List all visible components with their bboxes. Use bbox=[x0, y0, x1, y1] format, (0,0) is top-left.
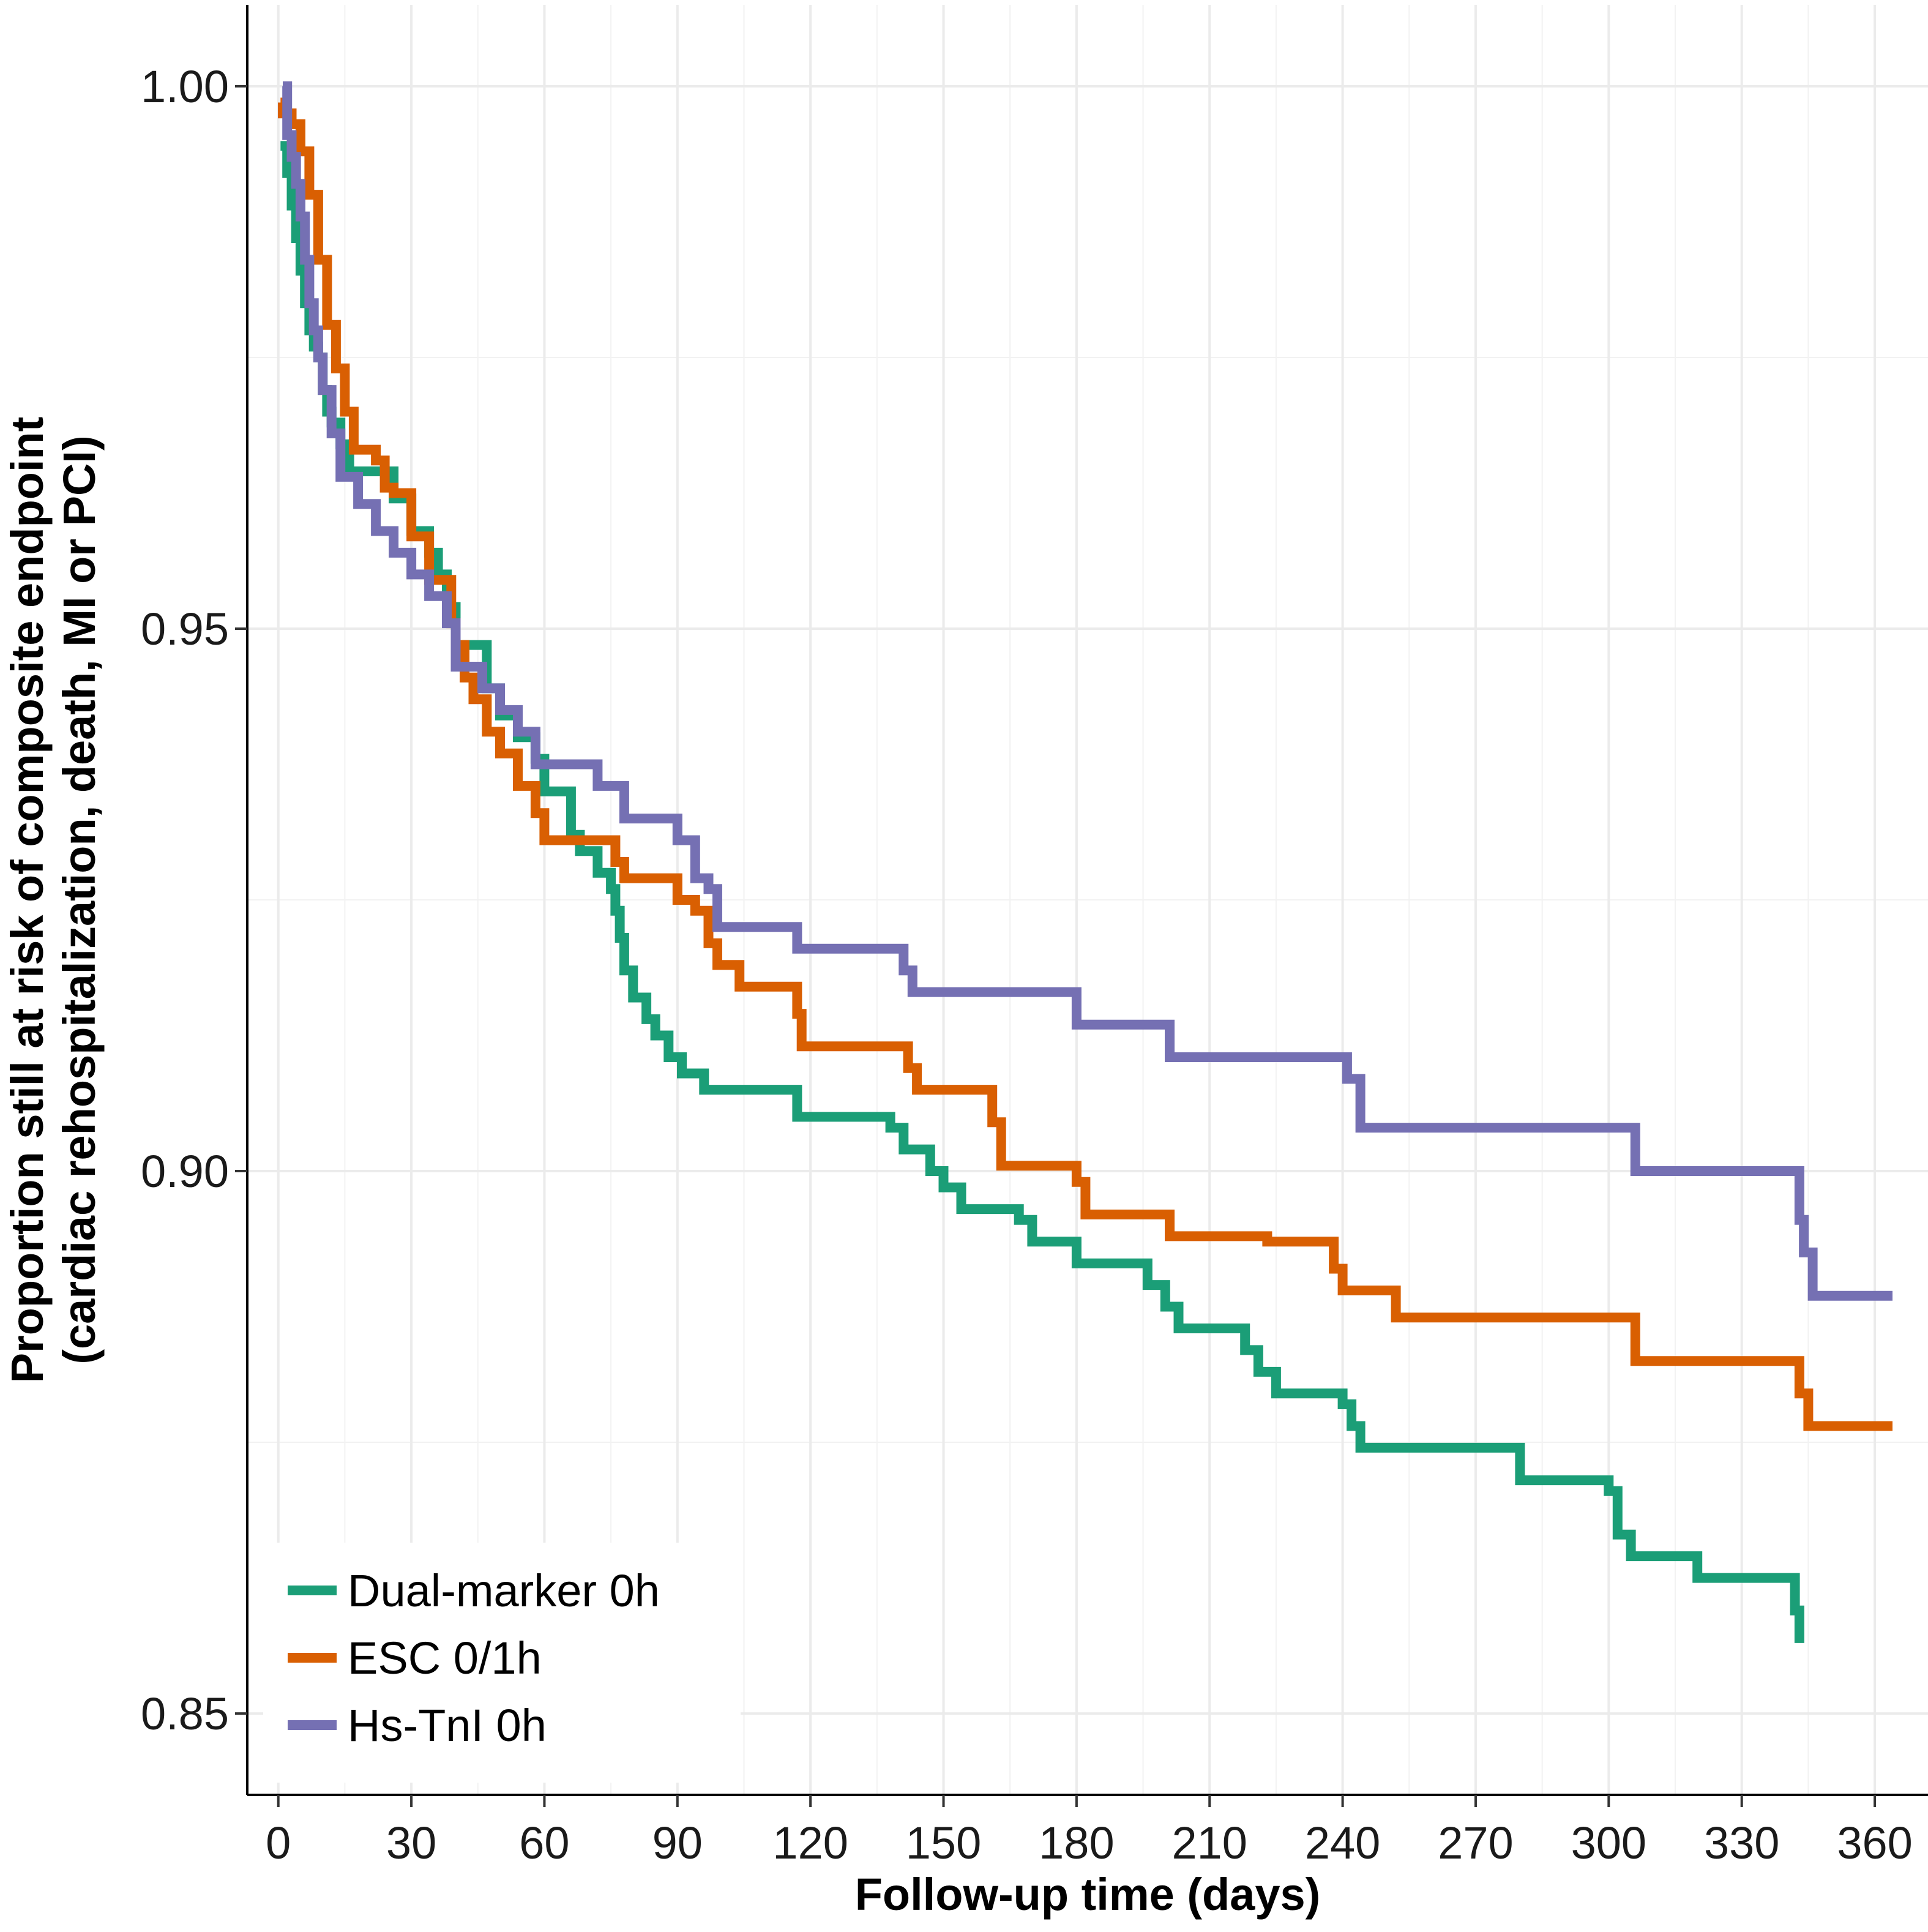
y-tick-label: 0.85 bbox=[141, 1688, 229, 1739]
axes bbox=[246, 5, 1928, 1796]
y-axis-title-line-2: (cardiac rehospitalization, death, MI or… bbox=[54, 435, 105, 1364]
x-tick-label: 210 bbox=[1172, 1818, 1247, 1868]
ticks: 0 30 60 90 120 150 180 210 240 270 300 330 360 1.00 0.… bbox=[141, 61, 1913, 1868]
y-axis-title: Proportion still at risk of composite en… bbox=[2, 417, 105, 1383]
y-tick-label: 0.90 bbox=[141, 1146, 229, 1197]
legend-label-dual-marker: Dual-marker 0h bbox=[348, 1565, 660, 1616]
x-tick-label: 270 bbox=[1438, 1818, 1513, 1868]
y-tick-label: 0.95 bbox=[141, 604, 229, 654]
x-tick-label: 90 bbox=[652, 1818, 703, 1868]
legend-label-hs-tni: Hs-TnI 0h bbox=[348, 1700, 547, 1751]
x-tick-label: 30 bbox=[386, 1818, 436, 1868]
series-layer bbox=[278, 81, 1893, 1643]
x-axis-title: Follow-up time (days) bbox=[855, 1869, 1321, 1920]
series-line-esc-0-1h bbox=[278, 97, 1893, 1431]
legend: Dual-marker 0h ESC 0/1h Hs-TnI 0h bbox=[263, 1543, 741, 1783]
x-tick-label: 180 bbox=[1039, 1818, 1114, 1868]
gridlines bbox=[247, 5, 1928, 1795]
x-tick-label: 120 bbox=[772, 1818, 848, 1868]
x-tick-label: 360 bbox=[1837, 1818, 1912, 1868]
x-tick-label: 300 bbox=[1571, 1818, 1646, 1868]
y-tick-label: 1.00 bbox=[141, 61, 229, 112]
x-tick-label: 60 bbox=[519, 1818, 569, 1868]
x-tick-label: 150 bbox=[906, 1818, 981, 1868]
legend-background bbox=[263, 1543, 741, 1783]
y-axis-title-line-1: Proportion still at risk of composite en… bbox=[2, 417, 53, 1383]
series-line-hs-tni-0h bbox=[282, 81, 1893, 1301]
x-axis-title-text: Follow-up time (days) bbox=[855, 1869, 1321, 1920]
legend-item-esc: ESC 0/1h bbox=[288, 1633, 542, 1683]
x-tick-label: 240 bbox=[1305, 1818, 1380, 1868]
legend-label-esc: ESC 0/1h bbox=[348, 1633, 542, 1683]
legend-item-hs-tni: Hs-TnI 0h bbox=[288, 1700, 547, 1751]
x-tick-label: 0 bbox=[266, 1818, 291, 1868]
x-tick-label: 330 bbox=[1704, 1818, 1779, 1868]
legend-item-dual-marker: Dual-marker 0h bbox=[288, 1565, 660, 1616]
